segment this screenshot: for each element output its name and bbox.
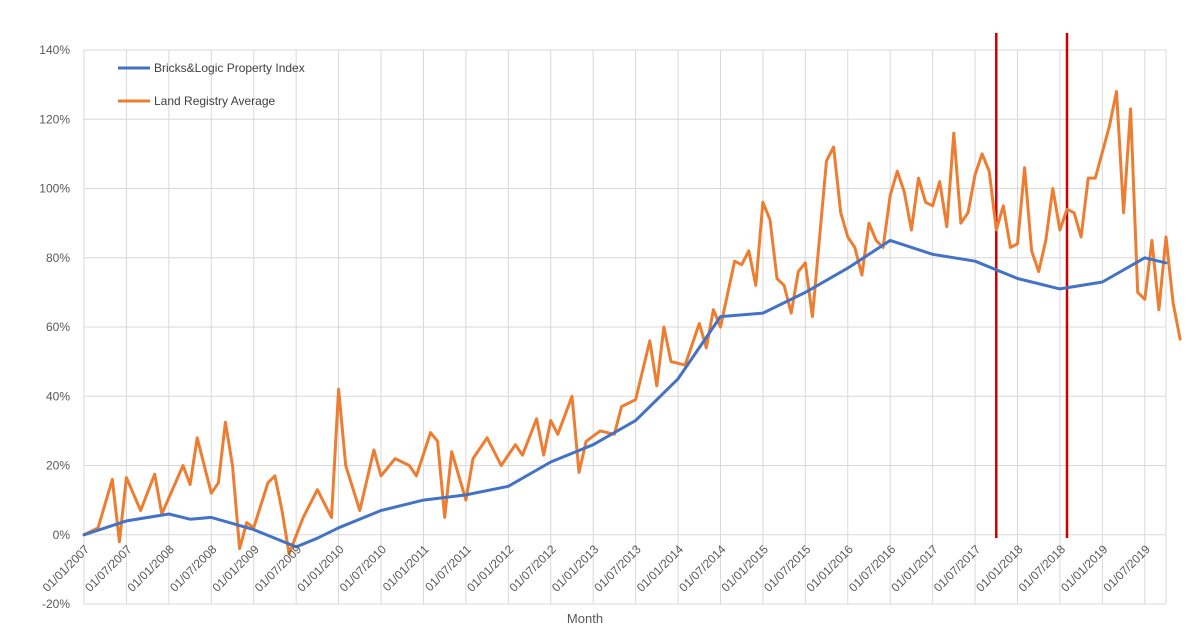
x-tick-labels: 01/01/200701/07/200701/01/200801/07/2008… <box>40 542 1153 595</box>
vertical-markers <box>995 33 1069 538</box>
gridlines <box>83 49 1167 605</box>
legend-label: Land Registry Average <box>154 94 276 108</box>
y-tick-label: -20% <box>42 597 70 611</box>
series-line <box>82 238 1168 549</box>
y-tick-label: 40% <box>46 389 70 403</box>
x-axis-title: Month <box>567 611 603 626</box>
y-tick-label: 120% <box>39 112 70 126</box>
legend-label: Bricks&Logic Property Index <box>154 61 305 75</box>
y-tick-label: 20% <box>46 459 70 473</box>
series-line <box>82 90 1182 556</box>
y-tick-label: 140% <box>39 43 70 57</box>
y-tick-labels: 140% 120% 100% 80% 60% 40% 20% 0% -20% <box>39 43 70 611</box>
y-tick-label: 80% <box>46 251 70 265</box>
legend: Bricks&Logic Property Index Land Registry… <box>118 61 305 108</box>
y-tick-label: 60% <box>46 320 70 334</box>
series-lines <box>82 90 1182 556</box>
y-tick-label: 100% <box>39 182 70 196</box>
y-tick-label: 0% <box>53 528 71 542</box>
